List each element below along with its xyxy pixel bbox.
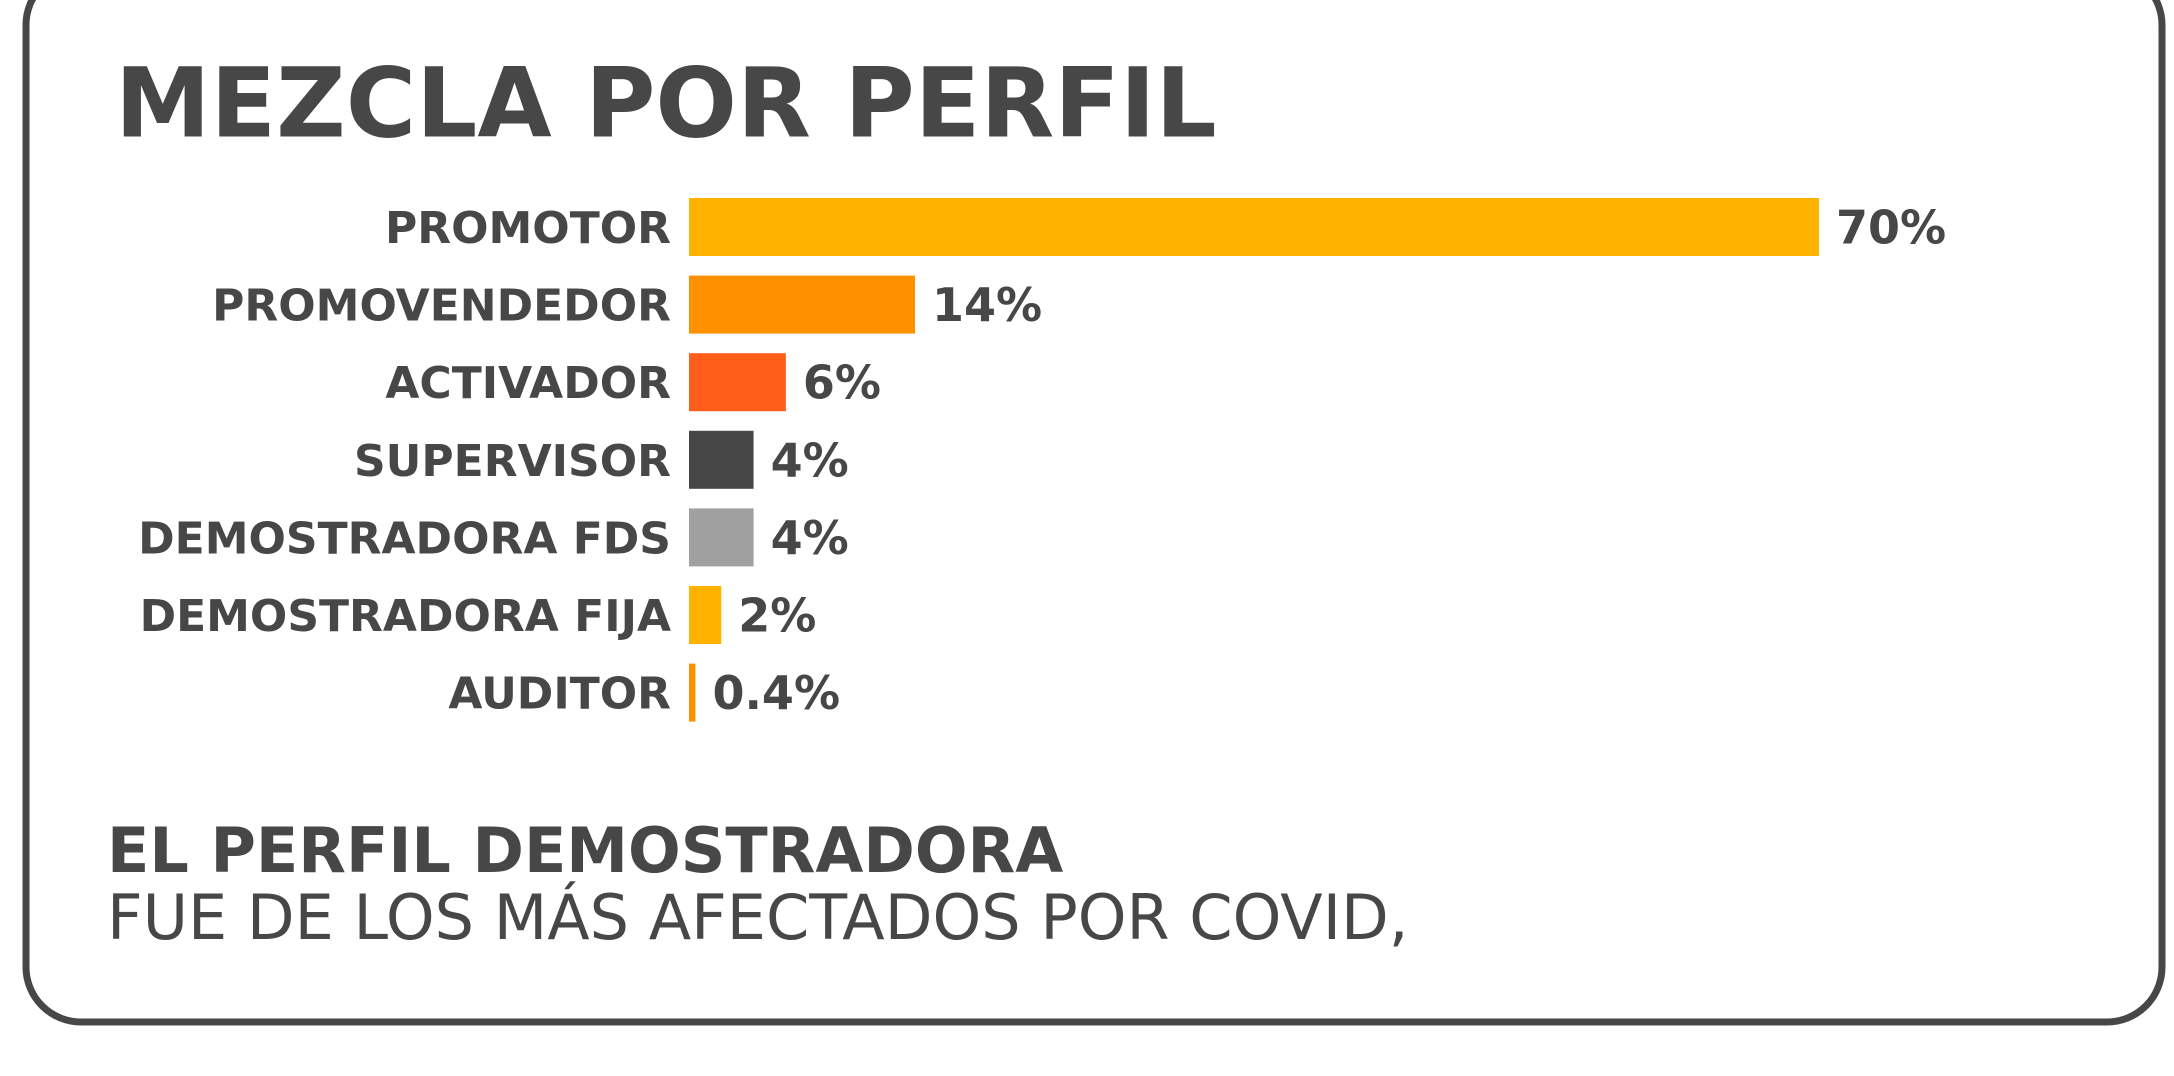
bar <box>689 586 722 644</box>
bar <box>689 430 754 489</box>
category-label: DEMOSTRADORA FDS <box>138 513 671 564</box>
bar <box>689 508 754 567</box>
bar <box>689 275 915 334</box>
category-label: PROMOTOR <box>385 203 671 254</box>
value-label: 2% <box>738 589 816 643</box>
annotation: EL PERFIL DEMOSTRADORA <box>107 814 1063 887</box>
bar <box>689 198 1819 256</box>
chart-title: MEZCLA POR PERFIL <box>115 47 1217 159</box>
category-label: ACTIVADOR <box>385 358 671 409</box>
category-label: DEMOSTRADORA FIJA <box>140 591 671 642</box>
bar <box>689 663 696 722</box>
value-label: 70% <box>1836 201 1946 255</box>
category-label: PROMOVENDEDOR <box>212 281 671 332</box>
value-label: 0.4% <box>712 666 840 720</box>
category-label: AUDITOR <box>448 669 671 720</box>
value-label: 14% <box>932 278 1042 332</box>
annotation: FUE DE LOS MÁS AFECTADOS POR COVID, <box>107 880 1408 954</box>
card-border <box>22 0 2166 1026</box>
bar <box>689 353 786 412</box>
category-label: SUPERVISOR <box>354 436 671 487</box>
value-label: 4% <box>771 433 849 487</box>
value-label: 4% <box>771 511 849 565</box>
value-label: 6% <box>803 356 881 410</box>
